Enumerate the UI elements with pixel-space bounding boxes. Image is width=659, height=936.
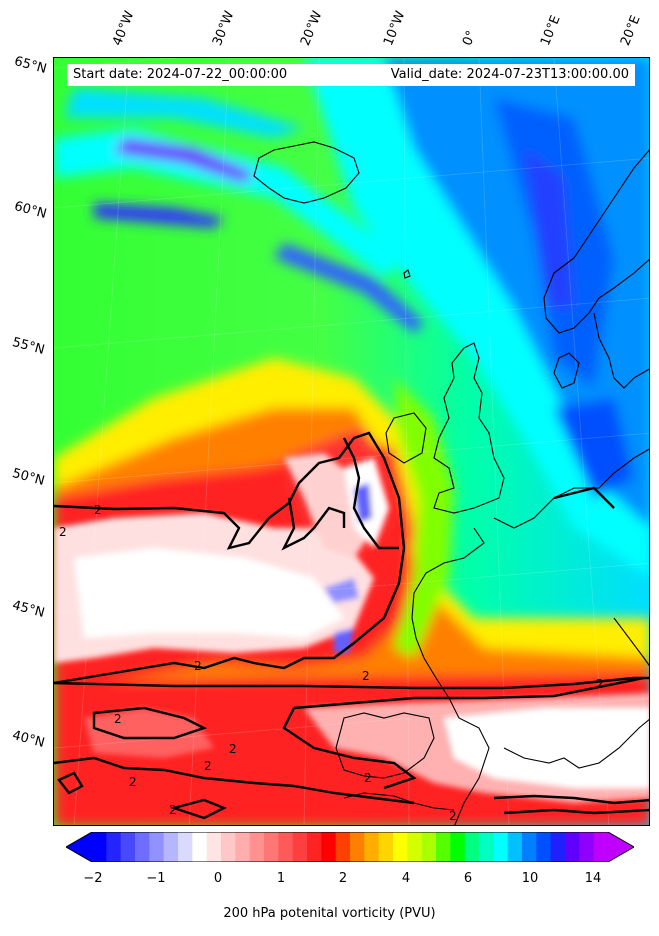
colorbar-tick: 2 <box>338 871 348 886</box>
colorbar-tick: 14 <box>584 871 602 886</box>
contour-label: 2 <box>59 525 67 539</box>
colorbar-swatch <box>335 832 351 862</box>
colorbar-tick: 0 <box>213 871 223 886</box>
colorbar-swatch <box>264 832 279 862</box>
contour-label: 2 <box>204 759 212 773</box>
colorbar-tick: 1 <box>276 871 286 886</box>
contour-label: 2 <box>449 809 457 823</box>
longitude-label: 20°E <box>618 13 644 48</box>
colorbar-swatch <box>507 832 523 862</box>
contour-label: 2 <box>114 712 122 726</box>
latitude-label: 45°N <box>10 598 47 621</box>
colorbar-swatch <box>407 832 423 862</box>
longitude-label: 30°W <box>210 9 238 48</box>
colorbar-swatch <box>292 832 308 862</box>
colorbar-under-arrow <box>66 832 92 862</box>
colorbar-over-arrow <box>608 832 634 862</box>
colorbar-swatch <box>593 832 609 862</box>
contour-label: 2 <box>364 771 372 785</box>
contour-label: 2 <box>362 669 370 683</box>
colorbar-swatch <box>192 832 208 862</box>
colorbar-swatch <box>493 832 509 862</box>
date-info-bar: Start date: 2024-07-22_00:00:00 Valid_da… <box>67 64 635 86</box>
colorbar-swatch <box>421 832 437 862</box>
longitude-label: 40°W <box>110 9 138 48</box>
pv-detail <box>54 453 649 803</box>
latitude-label: 60°N <box>12 199 49 222</box>
colorbar-tick: −1 <box>146 871 166 886</box>
contour-label-group: 2 2 2 2 2 2 2 2 2 2 2 2 <box>59 503 604 823</box>
latitude-label: 40°N <box>10 728 47 751</box>
colorbar-label: 200 hPa potenital vorticity (PVU) <box>223 906 436 921</box>
colorbar-swatch <box>221 832 236 862</box>
latitude-label: 55°N <box>10 335 47 358</box>
colorbar-swatch <box>135 832 150 862</box>
coastlines <box>253 141 649 825</box>
latitude-label: 65°N <box>12 54 49 77</box>
colorbar-swatch <box>378 832 394 862</box>
colorbar-swatch <box>579 832 595 862</box>
colorbar-swatch <box>350 832 365 862</box>
colorbar-swatch <box>436 832 451 862</box>
colorbar-swatch <box>206 832 222 862</box>
longitude-label: 20°W <box>298 9 326 48</box>
colorbar-swatch <box>307 832 322 862</box>
colorbar-swatch <box>92 832 107 862</box>
start-date-text: Start date: 2024-07-22_00:00:00 <box>73 67 288 82</box>
colorbar-tick: 6 <box>463 871 473 886</box>
valid-date-text: Valid_date: 2024-07-23T13:00:00.00 <box>390 67 629 82</box>
longitude-label: 10°E <box>538 13 564 48</box>
contour-label: 2 <box>94 503 102 517</box>
colorbar-swatch <box>106 832 122 862</box>
longitude-label: 10°W <box>381 9 409 48</box>
colorbar-swatch <box>163 832 179 862</box>
colorbar-swatch <box>464 832 480 862</box>
pv-field-map: 2 2 2 2 2 2 2 2 2 2 2 2 <box>54 58 649 825</box>
colorbar-tick: 10 <box>521 871 539 886</box>
contour-label: 2 <box>229 742 237 756</box>
contour-label: 2 <box>129 775 137 789</box>
longitude-label: 0° <box>460 28 480 48</box>
contour-label: 2 <box>596 677 604 691</box>
colorbar-swatch <box>178 832 193 862</box>
colorbar-swatch <box>149 832 165 862</box>
colorbar-swatch <box>536 832 552 862</box>
colorbar-swatch <box>522 832 537 862</box>
colorbar-swatch <box>321 832 337 862</box>
colorbar-swatch <box>479 832 494 862</box>
colorbar-tick: 4 <box>401 871 411 886</box>
colorbar-tick: −2 <box>83 871 103 886</box>
colorbar-swatch <box>565 832 580 862</box>
colorbar-swatch <box>364 832 380 862</box>
pv-map: 2 2 2 2 2 2 2 2 2 2 2 2 <box>53 57 650 826</box>
colorbar-swatch <box>235 832 251 862</box>
colorbar <box>66 832 634 862</box>
colorbar-swatch <box>120 832 136 862</box>
colorbar-swatch <box>550 832 566 862</box>
contour-label: 2 <box>194 659 202 673</box>
latitude-label: 50°N <box>10 466 47 489</box>
colorbar-swatch <box>278 832 294 862</box>
colorbar-swatch <box>249 832 265 862</box>
contour-label: 2 <box>169 803 177 817</box>
colorbar-swatch <box>393 832 408 862</box>
colorbar-swatch <box>450 832 466 862</box>
